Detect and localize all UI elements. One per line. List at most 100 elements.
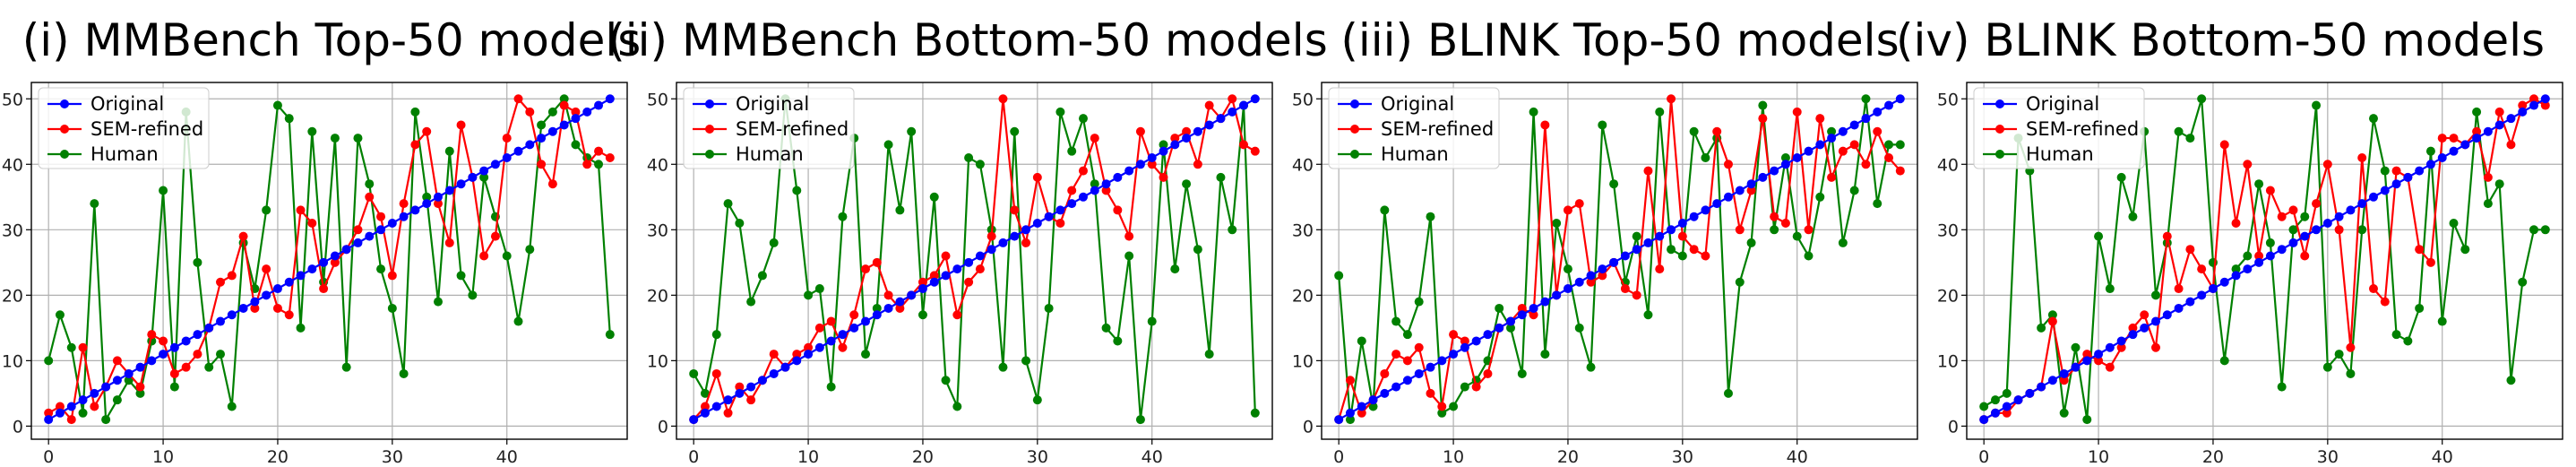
data-point xyxy=(2197,94,2207,104)
data-point xyxy=(2460,245,2470,255)
y-tick-label: 40 xyxy=(1937,155,1959,175)
data-point xyxy=(559,100,569,110)
data-point xyxy=(1517,303,1527,313)
data-point xyxy=(1563,284,1572,294)
data-point xyxy=(1402,330,1412,340)
legend-swatch-marker xyxy=(1350,150,1359,159)
data-point xyxy=(2312,199,2322,209)
data-point xyxy=(895,303,905,313)
data-point xyxy=(1827,134,1837,143)
x-tick-label: 20 xyxy=(267,447,289,467)
data-point xyxy=(1368,395,1378,405)
data-point xyxy=(101,382,111,392)
data-point xyxy=(998,94,1008,104)
data-point xyxy=(479,166,489,176)
x-tick-label: 0 xyxy=(1333,447,1344,467)
data-point xyxy=(272,100,282,110)
data-point xyxy=(44,415,54,425)
data-point xyxy=(262,290,271,300)
y-tick-label: 10 xyxy=(2,351,23,371)
data-point xyxy=(929,277,939,287)
y-tick-label: 0 xyxy=(1303,417,1314,437)
chart-title: (ii) MMBench Bottom-50 models xyxy=(607,14,1328,66)
x-tick-label: 30 xyxy=(382,447,403,467)
data-point xyxy=(376,264,386,274)
data-point xyxy=(1228,94,1237,104)
data-point xyxy=(2071,362,2081,372)
data-point xyxy=(1770,225,1779,235)
data-point xyxy=(2437,316,2447,326)
data-point xyxy=(1380,368,1390,378)
data-point xyxy=(1827,172,1837,182)
data-point xyxy=(2494,107,2504,117)
data-point xyxy=(284,310,294,320)
data-point xyxy=(2483,126,2493,136)
data-point xyxy=(444,238,454,247)
data-point xyxy=(1758,172,1768,182)
data-point xyxy=(1770,212,1779,221)
data-point xyxy=(1032,219,1042,229)
data-point xyxy=(735,382,745,392)
legend: Original SEM-refined Human xyxy=(1973,87,2145,169)
data-point xyxy=(952,310,962,320)
data-point xyxy=(1437,408,1447,418)
data-point xyxy=(1792,152,1802,162)
data-point xyxy=(159,350,168,359)
data-point xyxy=(1170,264,1180,274)
data-point xyxy=(1124,231,1134,241)
data-point xyxy=(769,350,779,359)
data-point xyxy=(78,395,88,405)
data-point xyxy=(193,330,202,340)
data-point xyxy=(1598,120,1607,130)
data-point xyxy=(1838,126,1848,136)
chart-title: (iv) BLINK Bottom-50 models xyxy=(1896,14,2545,66)
data-point xyxy=(872,257,882,267)
data-point xyxy=(1228,107,1237,117)
plot-frame xyxy=(676,82,1273,440)
data-point xyxy=(1147,160,1157,169)
y-tick-label: 10 xyxy=(1937,351,1959,371)
data-point xyxy=(147,356,157,366)
data-point xyxy=(2518,100,2528,110)
data-point xyxy=(1426,388,1435,398)
data-point xyxy=(2288,238,2298,247)
data-point xyxy=(66,342,76,352)
data-point xyxy=(238,303,248,313)
data-point xyxy=(1849,120,1859,130)
data-point xyxy=(2071,342,2081,352)
data-point xyxy=(2506,114,2516,124)
data-point xyxy=(513,146,523,156)
data-point xyxy=(1204,120,1214,130)
data-point xyxy=(216,350,226,359)
data-point xyxy=(861,316,871,326)
data-point xyxy=(1873,199,1882,209)
data-point xyxy=(90,199,99,209)
data-point xyxy=(1792,231,1802,241)
data-point xyxy=(2047,310,2057,320)
data-point xyxy=(1815,192,1825,202)
data-point xyxy=(826,336,836,346)
data-point xyxy=(1712,126,1722,136)
data-point xyxy=(227,402,237,411)
data-point xyxy=(319,284,329,294)
data-point xyxy=(1044,212,1054,221)
series-human xyxy=(1334,94,1905,425)
data-point xyxy=(1838,146,1848,156)
data-point xyxy=(204,362,214,372)
legend-box xyxy=(683,87,855,169)
data-point xyxy=(826,316,836,326)
data-point xyxy=(1193,245,1202,255)
legend-swatch-marker xyxy=(1995,150,2004,159)
data-point xyxy=(746,382,756,392)
data-point xyxy=(2002,408,2012,418)
data-point xyxy=(376,212,386,221)
data-point xyxy=(838,330,848,340)
data-point xyxy=(112,356,122,366)
data-point xyxy=(2116,342,2126,352)
data-point xyxy=(376,225,386,235)
data-point xyxy=(2415,303,2425,313)
data-point xyxy=(2037,382,2046,392)
data-point xyxy=(2437,152,2447,162)
data-point xyxy=(2368,114,2378,124)
data-point xyxy=(1147,316,1157,326)
